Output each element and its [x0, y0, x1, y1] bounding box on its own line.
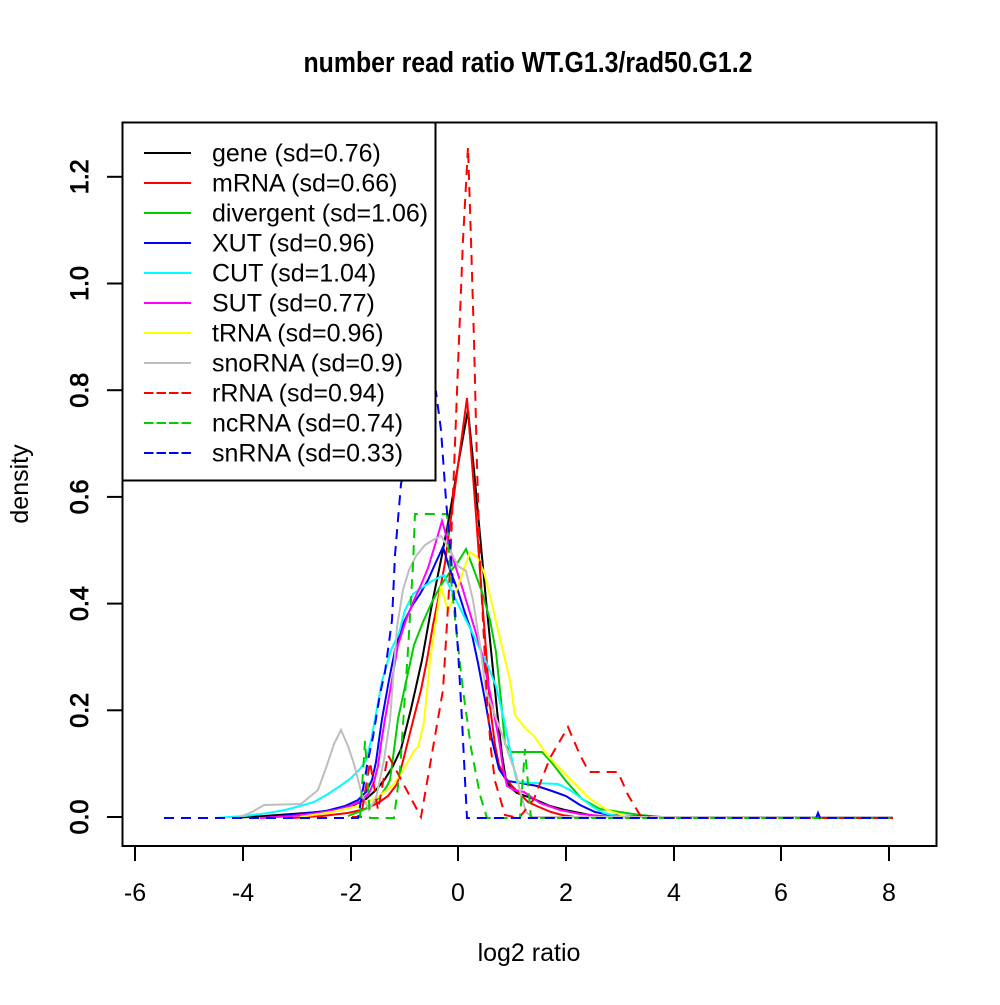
svg-text:-6: -6	[124, 879, 146, 907]
svg-text:snRNA (sd=0.33): snRNA (sd=0.33)	[212, 440, 403, 468]
svg-text:log2 ratio: log2 ratio	[478, 939, 581, 967]
svg-text:number read ratio WT.G1.3/rad5: number read ratio WT.G1.3/rad50.G1.2	[304, 47, 753, 79]
svg-text:ncRNA (sd=0.74): ncRNA (sd=0.74)	[212, 410, 403, 438]
svg-text:2: 2	[559, 879, 573, 907]
svg-text:8: 8	[882, 879, 896, 907]
svg-text:0: 0	[451, 879, 465, 907]
svg-text:density: density	[6, 444, 34, 524]
svg-text:gene (sd=0.76): gene (sd=0.76)	[212, 140, 381, 168]
svg-text:0.6: 0.6	[66, 480, 94, 515]
svg-text:rRNA (sd=0.94): rRNA (sd=0.94)	[212, 380, 385, 408]
svg-text:XUT (sd=0.96): XUT (sd=0.96)	[212, 230, 375, 258]
svg-text:1.0: 1.0	[66, 266, 94, 301]
svg-text:1.2: 1.2	[66, 159, 94, 194]
svg-text:snoRNA (sd=0.9): snoRNA (sd=0.9)	[212, 350, 403, 378]
svg-text:mRNA (sd=0.66): mRNA (sd=0.66)	[212, 170, 398, 198]
svg-text:4: 4	[667, 879, 681, 907]
svg-text:divergent (sd=1.06): divergent (sd=1.06)	[212, 200, 428, 228]
svg-text:0.0: 0.0	[66, 800, 94, 835]
svg-text:-2: -2	[340, 879, 362, 907]
svg-text:0.2: 0.2	[66, 693, 94, 728]
svg-text:6: 6	[774, 879, 788, 907]
svg-text:0.8: 0.8	[66, 373, 94, 408]
svg-text:SUT (sd=0.77): SUT (sd=0.77)	[212, 290, 375, 318]
svg-text:0.4: 0.4	[66, 586, 94, 621]
svg-text:tRNA (sd=0.96): tRNA (sd=0.96)	[212, 320, 384, 348]
svg-text:CUT (sd=1.04): CUT (sd=1.04)	[212, 260, 376, 288]
svg-text:-4: -4	[232, 879, 254, 907]
